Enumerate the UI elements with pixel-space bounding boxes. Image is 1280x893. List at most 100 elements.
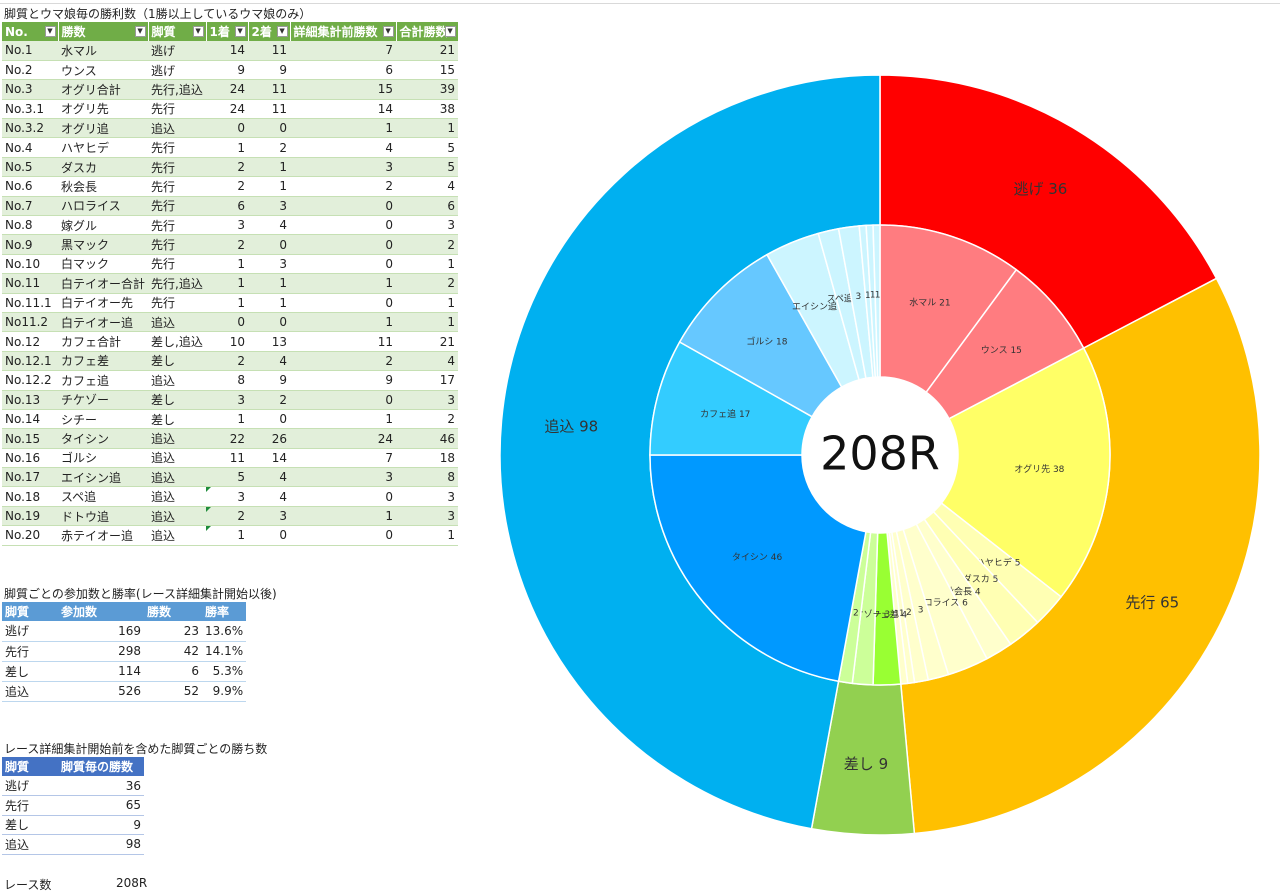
table-cell[interactable]: 嫁グル — [58, 215, 149, 236]
table-cell[interactable]: 5 — [396, 157, 459, 178]
table-cell[interactable]: 3 — [206, 390, 249, 410]
table-cell[interactable]: 6 — [144, 661, 202, 682]
table-cell[interactable]: 5 — [206, 467, 249, 488]
table-cell[interactable]: 2 — [248, 390, 291, 410]
table-cell[interactable]: 0 — [248, 312, 291, 333]
table-cell[interactable]: 0 — [290, 486, 397, 507]
table-cell[interactable]: 24 — [206, 99, 249, 120]
table-cell[interactable]: 0 — [248, 118, 291, 139]
table-cell[interactable]: 17 — [396, 370, 459, 391]
table-cell[interactable]: 6 — [206, 196, 249, 217]
table-cell[interactable]: 白テイオー追 — [58, 312, 149, 333]
table-cell[interactable]: No.13 — [2, 390, 58, 410]
table-cell[interactable]: 9 — [248, 60, 291, 81]
table-cell[interactable]: 2 — [206, 351, 249, 372]
table-cell[interactable]: 差し,追込 — [148, 331, 207, 352]
table-cell[interactable]: No.19 — [2, 506, 58, 527]
table-cell[interactable]: 0 — [248, 409, 291, 430]
table-cell[interactable]: 114 — [58, 661, 144, 682]
filter-dropdown-icon[interactable]: ▼ — [234, 26, 246, 37]
table-cell[interactable]: 2 — [206, 157, 249, 178]
table-cell[interactable]: 2 — [248, 137, 291, 158]
table-cell[interactable]: 14 — [206, 41, 249, 61]
table-cell[interactable]: 169 — [58, 621, 144, 642]
table-cell[interactable]: 1 — [396, 525, 459, 546]
table-cell[interactable]: 2 — [396, 234, 459, 255]
table-cell[interactable]: 2 — [206, 234, 249, 255]
table-cell[interactable]: 赤テイオー追 — [58, 525, 149, 546]
filter-dropdown-icon[interactable]: ▼ — [382, 26, 394, 37]
table-cell[interactable]: オグリ合計 — [58, 79, 149, 100]
table-cell[interactable]: 298 — [58, 641, 144, 662]
table-cell[interactable]: シチー — [58, 409, 149, 430]
table-cell[interactable]: 46 — [396, 428, 459, 449]
table-cell[interactable]: No.5 — [2, 157, 58, 178]
table-cell[interactable]: 逃げ — [148, 41, 207, 61]
table-cell[interactable]: スペ追 — [58, 486, 149, 507]
table-cell[interactable]: 4 — [248, 215, 291, 236]
table-cell[interactable]: 3 — [396, 215, 459, 236]
table-cell[interactable]: No.12.2 — [2, 370, 58, 391]
table-cell[interactable]: 10 — [206, 331, 249, 352]
table-cell[interactable]: 38 — [396, 99, 459, 120]
table-cell[interactable]: No.11 — [2, 273, 58, 294]
table-cell[interactable]: No.16 — [2, 448, 58, 469]
table-cell[interactable]: 黒マック — [58, 234, 149, 255]
table-cell[interactable]: ハヤヒデ — [58, 137, 149, 158]
table-cell[interactable]: 5.3% — [202, 661, 247, 682]
table-cell[interactable]: 1 — [396, 254, 459, 275]
table-cell[interactable]: 1 — [248, 273, 291, 294]
table-cell[interactable]: 1 — [206, 254, 249, 275]
table-cell[interactable]: No.11.1 — [2, 293, 58, 313]
table-cell[interactable]: 1 — [206, 293, 249, 313]
table-cell[interactable]: No11.2 — [2, 312, 58, 333]
table-cell[interactable]: 先行,追込 — [148, 273, 207, 294]
table-cell[interactable]: 差し — [148, 409, 207, 430]
table-cell[interactable]: 1 — [290, 506, 397, 527]
table-cell[interactable]: No.3 — [2, 79, 58, 100]
table-cell[interactable]: 1 — [206, 525, 249, 546]
table-cell[interactable]: 8 — [206, 370, 249, 391]
table-cell[interactable]: チケゾー — [58, 390, 149, 410]
table-cell[interactable]: 18 — [396, 448, 459, 469]
table-cell[interactable]: 0 — [290, 254, 397, 275]
table-cell[interactable]: No.2 — [2, 60, 58, 81]
table-cell[interactable]: 追込 — [2, 834, 58, 855]
table-cell[interactable]: 水マル — [58, 41, 149, 61]
table-cell[interactable]: 0 — [206, 118, 249, 139]
table-cell[interactable]: 2 — [290, 176, 397, 197]
table-cell[interactable]: 3 — [248, 254, 291, 275]
table-cell[interactable]: 追込 — [148, 118, 207, 139]
table-cell[interactable]: No.12.1 — [2, 351, 58, 372]
table-cell[interactable]: 追込 — [2, 681, 58, 702]
table-cell[interactable]: No.20 — [2, 525, 58, 546]
table-cell[interactable]: 1 — [396, 312, 459, 333]
table-cell[interactable]: 秋会長 — [58, 176, 149, 197]
table-cell[interactable]: No.4 — [2, 137, 58, 158]
table-cell[interactable]: 9 — [58, 815, 144, 835]
table-cell[interactable]: 先行 — [148, 254, 207, 275]
table-cell[interactable]: 1 — [206, 273, 249, 294]
table-cell[interactable]: 3 — [396, 506, 459, 527]
table-cell[interactable]: 11 — [206, 448, 249, 469]
table-cell[interactable]: No.1 — [2, 41, 58, 61]
table-cell[interactable]: 7 — [290, 448, 397, 469]
table-cell[interactable]: No.15 — [2, 428, 58, 449]
table-cell[interactable]: 差し — [2, 661, 58, 682]
table-cell[interactable]: 4 — [248, 486, 291, 507]
table-cell[interactable]: 2 — [290, 351, 397, 372]
table-cell[interactable]: 2 — [396, 409, 459, 430]
table-cell[interactable]: 39 — [396, 79, 459, 100]
table-cell[interactable]: 9 — [248, 370, 291, 391]
table-cell[interactable]: 4 — [248, 351, 291, 372]
table-cell[interactable]: 先行 — [148, 157, 207, 178]
table-cell[interactable]: カフェ合計 — [58, 331, 149, 352]
table-cell[interactable]: 15 — [396, 60, 459, 81]
table-cell[interactable]: 追込 — [148, 312, 207, 333]
table-cell[interactable]: 追込 — [148, 448, 207, 469]
table-cell[interactable]: タイシン — [58, 428, 149, 449]
table-cell[interactable]: 1 — [248, 157, 291, 178]
table-cell[interactable]: 24 — [206, 79, 249, 100]
table-cell[interactable]: 98 — [58, 834, 144, 855]
table-cell[interactable]: 2 — [396, 273, 459, 294]
